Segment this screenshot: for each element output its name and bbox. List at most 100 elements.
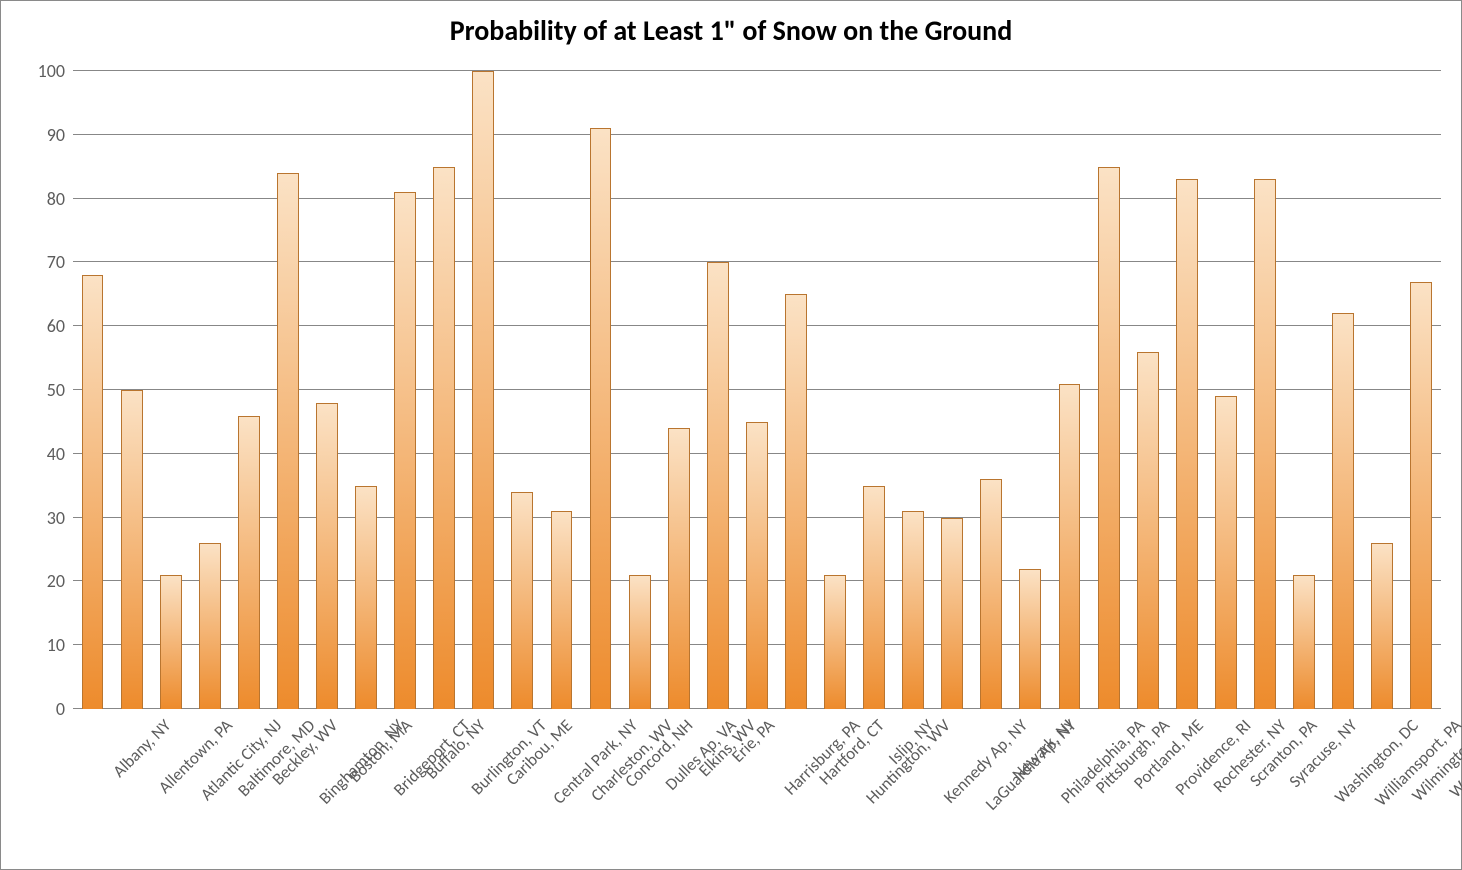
- bar-slot: [1050, 71, 1089, 709]
- x-label-slot: Scranton, PA: [1206, 709, 1245, 869]
- bar-slot: [581, 71, 620, 709]
- bar: [199, 543, 221, 709]
- x-label-slot: LaGuardia Ap, NY: [933, 709, 972, 869]
- x-label-slot: Central Park, NY: [503, 709, 542, 869]
- bar-slot: [855, 71, 894, 709]
- x-label-slot: Portland, ME: [1089, 709, 1128, 869]
- bar-slot: [1402, 71, 1441, 709]
- x-label-slot: Worcester, MA: [1402, 709, 1441, 869]
- x-label-slot: Concord, NH: [581, 709, 620, 869]
- bar: [785, 294, 807, 709]
- bar-slot: [620, 71, 659, 709]
- bar: [1215, 396, 1237, 709]
- bar-slot: [347, 71, 386, 709]
- plot-area: 0102030405060708090100: [73, 71, 1441, 709]
- bar: [668, 428, 690, 709]
- bar: [394, 192, 416, 709]
- y-tick-label: 100: [38, 60, 65, 82]
- y-tick-label: 10: [47, 634, 65, 656]
- bar-slot: [737, 71, 776, 709]
- bar-slot: [776, 71, 815, 709]
- bar: [1410, 282, 1432, 709]
- bar-slot: [933, 71, 972, 709]
- bar-slot: [1011, 71, 1050, 709]
- bar: [1137, 352, 1159, 709]
- bar-slot: [503, 71, 542, 709]
- bar-slot: [542, 71, 581, 709]
- bar: [1332, 313, 1354, 709]
- bar-slot: [151, 71, 190, 709]
- x-label-slot: Binghamton, NY: [268, 709, 307, 869]
- bars-row: [73, 71, 1441, 709]
- bar: [551, 511, 573, 709]
- x-label-slot: Newark, NJ: [972, 709, 1011, 869]
- bar: [941, 518, 963, 709]
- bar: [980, 479, 1002, 709]
- bar-slot: [1167, 71, 1206, 709]
- bar-slot: [1284, 71, 1323, 709]
- x-label-slot: Philadelphia, PA: [1011, 709, 1050, 869]
- bar: [1176, 179, 1198, 709]
- bar-slot: [659, 71, 698, 709]
- y-tick-label: 60: [47, 315, 65, 337]
- x-axis-labels: Albany, NYAllentown, PAAtlantic City, NJ…: [73, 709, 1441, 869]
- bar-slot: [425, 71, 464, 709]
- bar-slot: [815, 71, 854, 709]
- y-tick-label: 20: [47, 570, 65, 592]
- bar: [277, 173, 299, 709]
- bar: [1059, 384, 1081, 709]
- bar-slot: [1363, 71, 1402, 709]
- bar: [1019, 569, 1041, 709]
- bar: [590, 128, 612, 709]
- x-label-slot: Beckley, WV: [229, 709, 268, 869]
- bar-slot: [698, 71, 737, 709]
- bar: [1098, 167, 1120, 709]
- x-label-slot: Pittsburgh, PA: [1050, 709, 1089, 869]
- bar: [355, 486, 377, 709]
- bar-slot: [112, 71, 151, 709]
- x-label-slot: Providence, RI: [1128, 709, 1167, 869]
- bar: [707, 262, 729, 709]
- y-tick-label: 50: [47, 379, 65, 401]
- bar-slot: [307, 71, 346, 709]
- bar-slot: [972, 71, 1011, 709]
- bar: [902, 511, 924, 709]
- x-label-slot: Washington, DC: [1284, 709, 1323, 869]
- chart-title: Probability of at Least 1" of Snow on th…: [1, 1, 1461, 48]
- bar-slot: [1245, 71, 1284, 709]
- bar: [824, 575, 846, 709]
- bar: [433, 167, 455, 709]
- x-label-slot: Albany, NY: [73, 709, 112, 869]
- bar: [1254, 179, 1276, 709]
- bar: [746, 422, 768, 709]
- bar: [511, 492, 533, 709]
- x-label-slot: Charleston, WV: [542, 709, 581, 869]
- bar-slot: [386, 71, 425, 709]
- bar: [316, 403, 338, 709]
- x-label-slot: Huntington, WV: [815, 709, 854, 869]
- bar-slot: [1089, 71, 1128, 709]
- bar: [82, 275, 104, 709]
- x-label-slot: Allentown, PA: [112, 709, 151, 869]
- x-label-slot: Kennedy Ap, NY: [894, 709, 933, 869]
- bar: [629, 575, 651, 709]
- bar: [238, 416, 260, 709]
- bar: [160, 575, 182, 709]
- bar-slot: [190, 71, 229, 709]
- x-label-slot: Atlantic City, NJ: [151, 709, 190, 869]
- x-label-slot: Hartford, CT: [776, 709, 815, 869]
- x-label-slot: Caribou, ME: [464, 709, 503, 869]
- y-tick-label: 30: [47, 507, 65, 529]
- x-label-slot: Elkins, WV: [659, 709, 698, 869]
- x-label-slot: Buffalo, NY: [386, 709, 425, 869]
- bar-slot: [268, 71, 307, 709]
- x-label-slot: Islip, NY: [855, 709, 894, 869]
- bar-slot: [894, 71, 933, 709]
- y-tick-label: 70: [47, 251, 65, 273]
- y-tick-label: 40: [47, 443, 65, 465]
- x-label-slot: Dulles Ap, VA: [620, 709, 659, 869]
- x-label-slot: Syracuse, NY: [1245, 709, 1284, 869]
- bar: [121, 390, 143, 709]
- bar: [863, 486, 885, 709]
- x-label-slot: Baltimore, MD: [190, 709, 229, 869]
